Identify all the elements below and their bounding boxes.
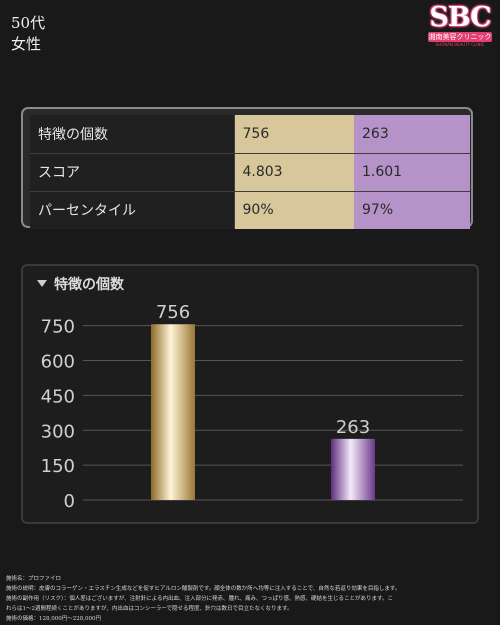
value-a: 90% [234, 191, 354, 229]
bar-data-label: 756 [156, 302, 190, 323]
age-label: 50代 [11, 14, 46, 32]
logo-sub-text: 湘南美容クリニック [428, 32, 492, 42]
y-tick-label: 0 [64, 491, 75, 512]
notes-line: 施術の副作用（リスク）：個人差はございますが、注射針による内出血、注入部分に発赤… [6, 596, 393, 602]
y-tick-label: 450 [41, 386, 75, 407]
bar-chart: 0 150 300 450 600 750 756 263 [41, 302, 463, 512]
table-row: スコア 4.803 1.601 [30, 153, 470, 192]
value-b: 1.601 [354, 153, 470, 192]
row-label: 特徴の個数 [30, 115, 235, 154]
chart-title-text: 特徴の個数 [54, 277, 124, 293]
logo-tiny-text: SHONAN BEAUTY CLINIC [435, 42, 485, 47]
notes-line: 施術の価格：128,000円〜228,000円 [6, 616, 101, 622]
value-b: 263 [354, 115, 470, 154]
chart-panel: 特徴の個数 0 150 300 450 600 750 756 263 [21, 264, 479, 524]
notes-line: れらは1〜2週間程続くことがありますが、内出血はコンシーラーで隠せる程度、針穴は… [6, 606, 293, 612]
bar [151, 324, 195, 500]
table-row: パーセンタイル 90% 97% [30, 191, 470, 229]
gender-label: 女性 [11, 35, 42, 53]
header-age-gender: 50代 女性 [11, 13, 45, 55]
bar [331, 438, 375, 500]
value-a: 756 [234, 115, 354, 154]
logo-main-text: SBC [429, 2, 491, 33]
notes-line: 施術の説明：皮膚のコラーゲン・エラスチン生成などを促すヒアルロン酸製剤です。顔全… [6, 586, 401, 592]
chart-title[interactable]: 特徴の個数 [37, 274, 124, 296]
stats-table: 特徴の個数 756 263 スコア 4.803 1.601 パーセンタイル 90… [30, 115, 470, 229]
value-b: 97% [354, 191, 470, 229]
row-label: パーセンタイル [30, 191, 235, 229]
clinic-logo: SBC 湘南美容クリニック SHONAN BEAUTY CLINIC [425, 4, 495, 48]
y-tick-label: 600 [41, 352, 75, 373]
y-tick-label: 300 [41, 421, 75, 442]
table-row: 特徴の個数 756 263 [30, 115, 470, 154]
collapse-triangle-icon[interactable] [37, 279, 47, 287]
notes-line: 施術名：プロファイロ [6, 576, 62, 582]
treatment-notes: 施術名：プロファイロ 施術の説明：皮膚のコラーゲン・エラスチン生成などを促すヒア… [6, 574, 494, 624]
row-label: スコア [30, 153, 235, 192]
y-tick-label: 150 [41, 456, 75, 477]
bar-data-label: 263 [336, 417, 370, 438]
stats-table-panel: 特徴の個数 756 263 スコア 4.803 1.601 パーセンタイル 90… [21, 107, 473, 229]
y-tick-label: 750 [41, 317, 75, 338]
value-a: 4.803 [234, 153, 354, 192]
